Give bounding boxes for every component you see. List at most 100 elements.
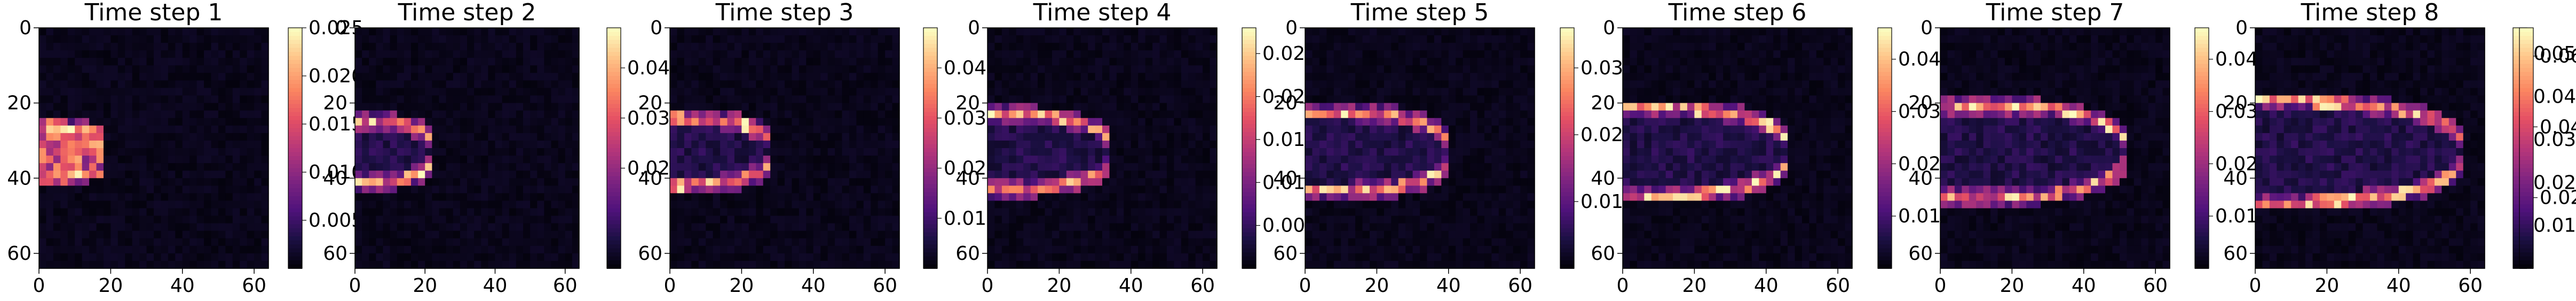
heatmap-cell [1080, 193, 1088, 202]
heatmap-cell [1059, 28, 1067, 36]
heatmap-cell [218, 65, 226, 73]
heatmap-cell [1181, 88, 1189, 96]
heatmap-cell [698, 193, 706, 202]
heatmap-cell [1195, 186, 1203, 194]
heatmap-cell [806, 103, 814, 111]
heatmap-cell [418, 178, 425, 186]
heatmap-cell [390, 230, 398, 239]
heatmap-cell [439, 50, 447, 58]
colorbar-segment [923, 124, 937, 129]
heatmap-cell [748, 88, 756, 96]
colorbar-segment [1242, 232, 1256, 237]
heatmap-cell [1116, 65, 1124, 73]
heatmap-cell [1059, 88, 1067, 96]
heatmap-cell [390, 238, 398, 246]
heatmap-cell [175, 110, 183, 119]
heatmap-cell [994, 245, 1002, 254]
heatmap-cell [1088, 110, 1096, 119]
heatmap-cell [871, 88, 879, 96]
heatmap-cell [741, 58, 749, 66]
heatmap-cell [1023, 95, 1031, 104]
heatmap-cell [1023, 200, 1031, 209]
heatmap-cell [1131, 200, 1139, 209]
heatmap-cell [89, 156, 97, 164]
heatmap-cell [777, 156, 785, 164]
heatmap-cell [411, 208, 418, 217]
colorbar-segment [923, 40, 937, 44]
heatmap-cell [432, 215, 440, 224]
heatmap-cell [684, 133, 692, 141]
heatmap-cell [1405, 95, 1413, 104]
heatmap-cell [1116, 50, 1124, 58]
colorbar-segment [607, 72, 621, 76]
heatmap-cell [1030, 140, 1038, 149]
panel-title: Time step 1 [84, 0, 223, 26]
heatmap-cell [530, 50, 538, 58]
heatmap-cell [1124, 178, 1132, 186]
heatmap-cell [60, 58, 68, 66]
heatmap-cell [706, 28, 714, 36]
heatmap-cell [362, 125, 369, 134]
heatmap-cell [474, 193, 481, 202]
heatmap-cell [132, 245, 140, 254]
heatmap-cell [684, 58, 692, 66]
heatmap-cell [727, 186, 735, 194]
heatmap-cell [1145, 253, 1153, 261]
heatmap-cell [1203, 238, 1211, 246]
heatmap-cell [813, 171, 821, 179]
heatmap-cell [1066, 178, 1074, 186]
heatmap-cell [670, 43, 678, 51]
heatmap-cell [390, 140, 398, 149]
heatmap-cell [240, 43, 248, 51]
heatmap-cell [734, 88, 742, 96]
heatmap-cell [1210, 223, 1218, 231]
heatmap-cell [110, 193, 118, 202]
heatmap-cell [1434, 35, 1442, 43]
heatmap-cell [1333, 118, 1341, 126]
heatmap-cell [856, 118, 864, 126]
heatmap-cell [987, 80, 995, 89]
heatmap-cell [60, 88, 68, 96]
heatmap-cell [1470, 95, 1478, 104]
heatmap-cell [849, 215, 857, 224]
heatmap-cell [670, 73, 678, 81]
heatmap-cell [1470, 73, 1478, 81]
heatmap-cell [1066, 65, 1074, 73]
heatmap-cell [1073, 110, 1081, 119]
heatmap-cell [168, 178, 176, 186]
heatmap-cell [706, 148, 714, 156]
heatmap-cell [1131, 118, 1139, 126]
heatmap-cell [89, 118, 97, 126]
heatmap-cell [397, 178, 405, 186]
heatmap-cell [1138, 230, 1146, 239]
heatmap-cell [748, 260, 756, 269]
heatmap-cell [383, 65, 391, 73]
heatmap-cell [1116, 125, 1124, 134]
heatmap-cell [211, 58, 219, 66]
heatmap-cell [218, 58, 226, 66]
heatmap-cell [677, 88, 685, 96]
heatmap-cell [827, 58, 835, 66]
heatmap-cell [1498, 95, 1506, 104]
heatmap-cell [1088, 223, 1096, 231]
heatmap-cell [467, 65, 475, 73]
heatmap-cell [132, 186, 140, 194]
heatmap-cell [432, 223, 440, 231]
heatmap-cell [1412, 80, 1420, 89]
heatmap-cell [432, 140, 440, 149]
heatmap-cell [706, 35, 714, 43]
heatmap-cell [232, 238, 240, 246]
heatmap-cell [1109, 88, 1117, 96]
heatmap-cell [509, 50, 517, 58]
heatmap-cell [481, 163, 488, 171]
heatmap-cell [1398, 50, 1406, 58]
colorbar-segment [1242, 84, 1256, 89]
heatmap-cell [390, 58, 398, 66]
heatmap-cell [60, 110, 68, 119]
heatmap-cell [706, 178, 714, 186]
heatmap-cell [46, 245, 54, 254]
colorbar-segment [923, 208, 937, 213]
heatmap-cell [713, 178, 721, 186]
heatmap-cell [1412, 43, 1420, 51]
heatmap-cell [684, 28, 692, 36]
